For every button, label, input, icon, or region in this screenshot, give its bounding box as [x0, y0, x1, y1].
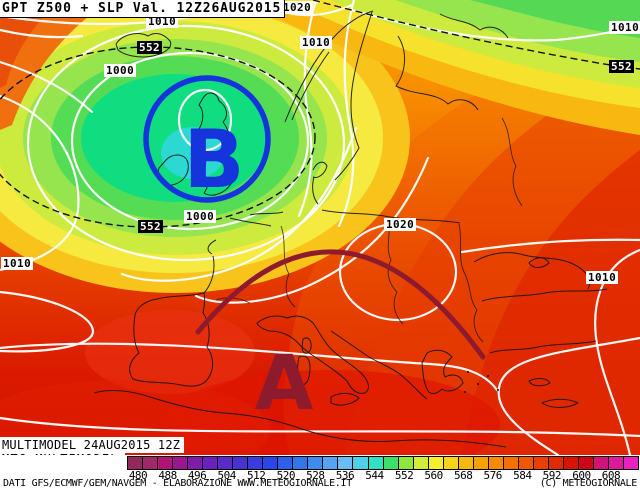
colorbar-cell: [457, 457, 473, 469]
colorbar-cell: [562, 457, 578, 469]
colorbar-tick: 608: [601, 469, 621, 482]
footer-bar: 480 488 496 504 512 520 528 536 544 552 560 568 576 5…: [0, 455, 640, 493]
colorbar-tick: 584: [513, 469, 532, 482]
colorbar-cell: [547, 457, 563, 469]
colorbar-cell: [352, 457, 368, 469]
pressure-label: 1020: [281, 1, 314, 14]
ridge-arc-annotation: [195, 249, 486, 360]
colorbar-cell: [172, 457, 188, 469]
colorbar-tick: 520: [276, 469, 296, 482]
colorbar-cell: [532, 457, 548, 469]
colorbar-cell: [427, 457, 443, 469]
pressure-label: 1010: [609, 21, 640, 34]
high-letter-A: A: [255, 338, 314, 427]
data-credits: DATI GFS/ECMWF/GEM/NAVGEM - ELABORAZIONE…: [3, 478, 352, 489]
colorbar-cell: [608, 457, 624, 469]
colorbar-cell: [382, 457, 398, 469]
map-graphic: B A: [0, 0, 640, 455]
colorbar-cell: [202, 457, 218, 469]
low-letter-B: B: [184, 113, 245, 206]
colorbar-tick: 576: [483, 469, 503, 482]
colorbar-cell: [128, 457, 143, 469]
z500-low-rings: [0, 0, 410, 293]
colorbar-cell: [397, 457, 413, 469]
chart-title: GPT Z500 + SLP Val. 12Z26AUG2015: [0, 0, 286, 18]
colorbar-tick: 528: [306, 469, 325, 482]
colorbar-tick: 600: [572, 469, 591, 482]
colorbar-cell: [322, 457, 338, 469]
run-info: MULTIMODEL 24AUG2015 12Z: [0, 437, 185, 453]
pressure-label: 1010: [146, 15, 179, 28]
colorbar-cell: [157, 457, 173, 469]
colorbar-tick: 568: [453, 469, 473, 482]
colorbar-tick: 512: [247, 469, 266, 482]
copyright: (C) METEOGIORNALE: [539, 478, 638, 489]
z500-ne-green-bands: [240, 0, 640, 135]
colorbar-cell: [277, 457, 293, 469]
synoptic-map: B A 1020 1010 1010 1010 552 552 1000 552 1000 101…: [0, 0, 640, 455]
pressure-label: 1010: [1, 257, 34, 270]
pressure-label: 1000: [104, 64, 137, 77]
colorbar-tick: 536: [335, 469, 355, 482]
pressure-label: 1000: [184, 210, 217, 223]
z500-colorbar: [127, 456, 639, 470]
colorbar-tick: 504: [217, 469, 236, 482]
colorbar-cell: [577, 457, 593, 469]
colorbar-cell: [247, 457, 263, 469]
colorbar-tick: 560: [424, 469, 443, 482]
pressure-label: 552: [138, 220, 164, 233]
pressure-label: 1020: [384, 218, 417, 231]
pressure-label: 1010: [586, 271, 619, 284]
colorbar-tick-labels: 480 488 496 504 512 520 528 536 544 552 560 568 576 5…: [127, 469, 639, 482]
colorbar-cell: [487, 457, 503, 469]
colorbar-tick: 552: [394, 469, 414, 482]
colorbar-cell: [442, 457, 458, 469]
colorbar-cell: [337, 457, 353, 469]
colorbar-cell: [502, 457, 518, 469]
pressure-label: 1010: [300, 36, 333, 49]
colorbar-cell: [472, 457, 488, 469]
colorbar-cell: [292, 457, 308, 469]
colorbar-tick: 544: [365, 469, 384, 482]
colorbar-tick: 488: [158, 469, 177, 482]
colorbar-cell: [217, 457, 233, 469]
colorbar-tick: 480: [128, 469, 148, 482]
colorbar-cell: [307, 457, 323, 469]
colorbar-tick: 592: [542, 469, 562, 482]
colorbar-cell: [517, 457, 533, 469]
colorbar-cell: [262, 457, 278, 469]
colorbar-cell: [412, 457, 428, 469]
colorbar-cell: [592, 457, 608, 469]
slp-isobars: [0, 0, 640, 455]
colorbar-cell: [187, 457, 203, 469]
colorbar-cell: [142, 457, 158, 469]
colorbar-tick: 496: [187, 469, 207, 482]
low-circle-annotation: [143, 75, 271, 203]
pressure-label: 552: [137, 41, 163, 54]
colorbar-cell: [367, 457, 383, 469]
model-name: MTG–MULTIMODEL: [0, 451, 125, 455]
coastlines: [93, 10, 608, 448]
colorbar-cell: [623, 457, 639, 469]
colorbar-cell: [232, 457, 248, 469]
pressure-label: 552: [609, 60, 635, 73]
